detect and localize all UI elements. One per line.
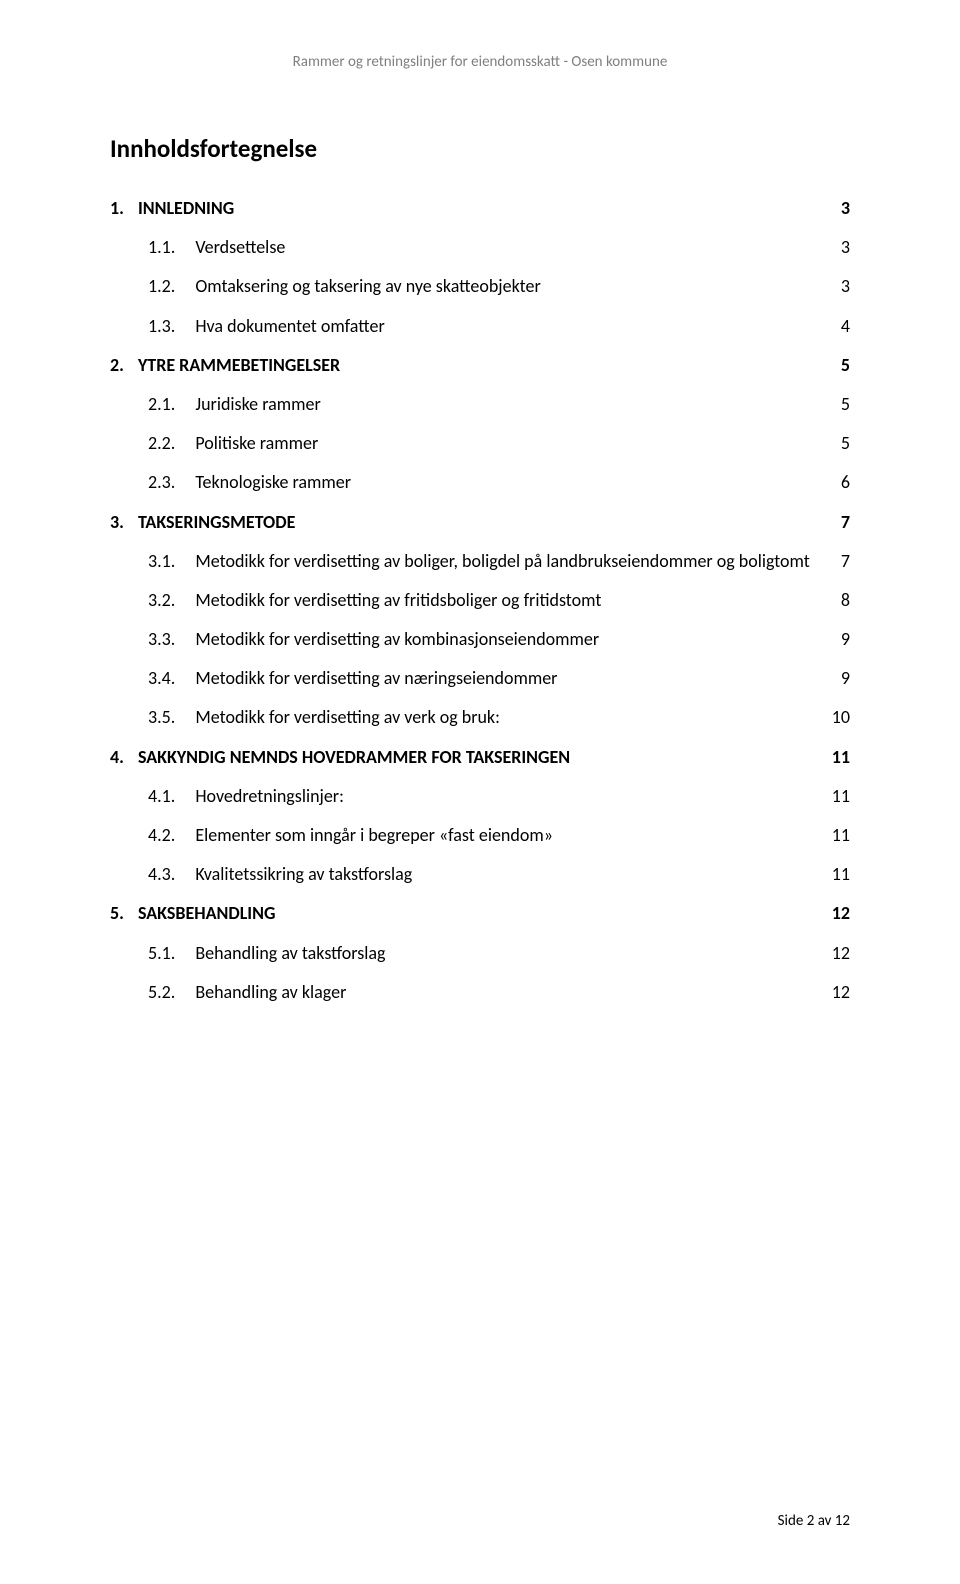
toc-entry-label: TAKSERINGSMETODE bbox=[138, 510, 295, 535]
toc-entry[interactable]: 5.SAKSBEHANDLING 12 bbox=[110, 901, 850, 926]
toc-entry[interactable]: 3.3.Metodikk for verdisetting av kombina… bbox=[110, 627, 850, 652]
toc-entry-label: Behandling av klager bbox=[195, 980, 346, 1005]
toc-entry-page: 6 bbox=[837, 470, 850, 495]
document-page: Rammer og retningslinjer for eiendomsska… bbox=[0, 0, 960, 1584]
toc-entry-page: 5 bbox=[837, 431, 850, 456]
toc-entry[interactable]: 2.2.Politiske rammer 5 bbox=[110, 431, 850, 456]
toc-entry-number: 2.2. bbox=[148, 431, 195, 456]
toc-entry-page: 3 bbox=[837, 235, 850, 260]
toc-entry-page: 8 bbox=[837, 588, 850, 613]
toc-entry-number: 1.1. bbox=[148, 235, 195, 260]
toc-entry-label: Metodikk for verdisetting av næringseien… bbox=[195, 666, 557, 691]
toc-entry-label: Behandling av takstforslag bbox=[195, 941, 385, 966]
toc-entry-page: 12 bbox=[828, 901, 850, 926]
toc-entry[interactable]: 1.INNLEDNING 3 bbox=[110, 196, 850, 221]
toc-entry-page: 12 bbox=[828, 941, 850, 966]
toc-entry-label: Metodikk for verdisetting av verk og bru… bbox=[195, 705, 500, 730]
toc-entry[interactable]: 3.2.Metodikk for verdisetting av fritids… bbox=[110, 588, 850, 613]
toc-entry[interactable]: 2.YTRE RAMMEBETINGELSER 5 bbox=[110, 353, 850, 378]
toc-entry-number: 3.2. bbox=[148, 588, 195, 613]
toc-entry-number: 1.2. bbox=[148, 274, 195, 299]
toc-entry-number: 1. bbox=[110, 196, 138, 221]
toc-entry-page: 4 bbox=[837, 314, 850, 339]
toc-entry-number: 3. bbox=[110, 510, 138, 535]
toc-title: Innholdsfortegnelse bbox=[110, 131, 850, 166]
toc-entry-number: 5. bbox=[110, 901, 138, 926]
toc-entry-label: Elementer som inngår i begreper «fast ei… bbox=[195, 823, 553, 848]
toc-entry-label: Juridiske rammer bbox=[195, 392, 320, 417]
toc-entry[interactable]: 5.2.Behandling av klager 12 bbox=[110, 980, 850, 1005]
toc-entry-number: 3.5. bbox=[148, 705, 195, 730]
toc-entry[interactable]: 2.3.Teknologiske rammer 6 bbox=[110, 470, 850, 495]
toc-entry-page: 3 bbox=[837, 196, 850, 221]
toc-entry[interactable]: 1.1.Verdsettelse 3 bbox=[110, 235, 850, 260]
toc-entry-page: 11 bbox=[828, 784, 850, 809]
toc-entry-number: 1.3. bbox=[148, 314, 195, 339]
toc-entry-label: Metodikk for verdisetting av fritidsboli… bbox=[195, 588, 601, 613]
toc-entry-label: Kvalitetssikring av takstforslag bbox=[195, 862, 412, 887]
toc-entry-page: 3 bbox=[837, 274, 850, 299]
toc-entry-label: Hovedretningslinjer: bbox=[195, 784, 344, 809]
toc-entry-page: 12 bbox=[828, 980, 850, 1005]
toc-entry[interactable]: 3.TAKSERINGSMETODE 7 bbox=[110, 510, 850, 535]
toc-entry[interactable]: 1.3.Hva dokumentet omfatter 4 bbox=[110, 314, 850, 339]
toc-entry-page: 11 bbox=[828, 862, 850, 887]
toc-entry[interactable]: 4.1.Hovedretningslinjer: 11 bbox=[110, 784, 850, 809]
toc-entry-label: YTRE RAMMEBETINGELSER bbox=[138, 353, 340, 378]
toc-entry-label: Verdsettelse bbox=[195, 235, 285, 260]
page-number-footer: Side 2 av 12 bbox=[778, 1511, 850, 1532]
toc-entry[interactable]: 3.4.Metodikk for verdisetting av nærings… bbox=[110, 666, 850, 691]
toc-entry-number: 4. bbox=[110, 745, 138, 770]
toc-entry-label: Metodikk for verdisetting av kombinasjon… bbox=[195, 627, 599, 652]
toc-entry-page: 7 bbox=[837, 510, 850, 535]
toc-entry[interactable]: 2.1.Juridiske rammer 5 bbox=[110, 392, 850, 417]
toc-entry-label: SAKSBEHANDLING bbox=[138, 901, 276, 926]
toc-entry[interactable]: 1.2.Omtaksering og taksering av nye skat… bbox=[110, 274, 850, 299]
toc-entry[interactable]: 5.1.Behandling av takstforslag 12 bbox=[110, 941, 850, 966]
toc-entry-page: 7 bbox=[837, 549, 850, 574]
toc-entry-number: 5.2. bbox=[148, 980, 195, 1005]
toc-entry-label: SAKKYNDIG NEMNDS HOVEDRAMMER FOR TAKSERI… bbox=[138, 745, 570, 770]
toc-entry-page: 9 bbox=[837, 627, 850, 652]
toc-entry-number: 4.2. bbox=[148, 823, 195, 848]
toc-entry-label: INNLEDNING bbox=[138, 196, 234, 221]
toc-entry-number: 3.4. bbox=[148, 666, 195, 691]
toc-entry-page: 10 bbox=[828, 705, 850, 730]
toc-entry-page: 5 bbox=[837, 353, 850, 378]
toc-entry-number: 2. bbox=[110, 353, 138, 378]
toc-entry-page: 11 bbox=[828, 745, 850, 770]
toc-entry[interactable]: 4.2.Elementer som inngår i begreper «fas… bbox=[110, 823, 850, 848]
toc-entry-number: 3.3. bbox=[148, 627, 195, 652]
toc-entry-number: 4.3. bbox=[148, 862, 195, 887]
toc-entry-label: Metodikk for verdisetting av boliger, bo… bbox=[195, 549, 809, 574]
toc-entry-label: Omtaksering og taksering av nye skatteob… bbox=[195, 274, 540, 299]
toc-entry-number: 2.1. bbox=[148, 392, 195, 417]
toc-entry-number: 4.1. bbox=[148, 784, 195, 809]
toc-entry-number: 3.1. bbox=[148, 549, 195, 574]
toc-entry-label: Hva dokumentet omfatter bbox=[195, 314, 384, 339]
toc-entry[interactable]: 4.SAKKYNDIG NEMNDS HOVEDRAMMER FOR TAKSE… bbox=[110, 745, 850, 770]
running-header: Rammer og retningslinjer for eiendomsska… bbox=[110, 52, 850, 73]
toc-entry-label: Teknologiske rammer bbox=[195, 470, 351, 495]
table-of-contents: 1.INNLEDNING31.1.Verdsettelse31.2.Omtaks… bbox=[110, 196, 850, 1005]
toc-entry-page: 5 bbox=[837, 392, 850, 417]
toc-entry-number: 5.1. bbox=[148, 941, 195, 966]
toc-entry[interactable]: 3.5.Metodikk for verdisetting av verk og… bbox=[110, 705, 850, 730]
toc-entry-number: 2.3. bbox=[148, 470, 195, 495]
toc-entry[interactable]: 3.1.Metodikk for verdisetting av boliger… bbox=[110, 549, 850, 574]
toc-entry-page: 9 bbox=[837, 666, 850, 691]
toc-entry[interactable]: 4.3.Kvalitetssikring av takstforslag 11 bbox=[110, 862, 850, 887]
toc-entry-page: 11 bbox=[828, 823, 850, 848]
toc-entry-label: Politiske rammer bbox=[195, 431, 318, 456]
